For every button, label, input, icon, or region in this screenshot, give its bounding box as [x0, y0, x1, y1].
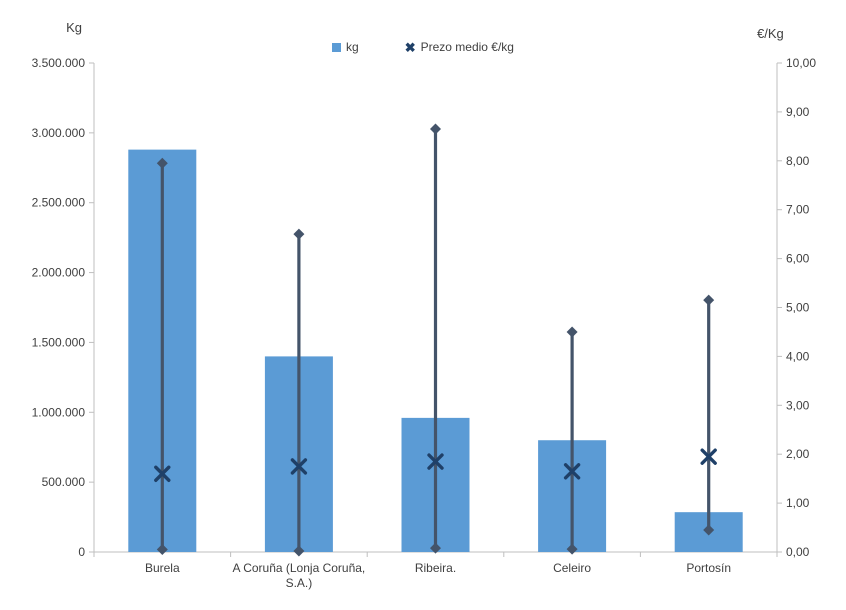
- right-axis-tick-label: 2,00: [786, 447, 810, 461]
- left-axis-title: Kg: [66, 20, 82, 35]
- legend-label-kg: kg: [346, 40, 359, 54]
- right-axis-tick-label: 8,00: [786, 154, 810, 168]
- right-axis-tick-label: 3,00: [786, 398, 810, 412]
- mean-x-marker-5: [700, 448, 717, 465]
- max-diamond-marker-1: [156, 157, 168, 169]
- right-axis-tick-label: 0,00: [786, 545, 810, 559]
- right-axis-tick-label: 1,00: [786, 496, 810, 510]
- category-label-5: Portosín: [686, 561, 731, 575]
- right-axis-title: €/Kg: [757, 26, 784, 41]
- left-axis-tick-label: 3.500.000: [32, 56, 86, 70]
- max-diamond-marker-2: [293, 228, 305, 240]
- legend-label-prezo-medio: Prezo medio €/kg: [420, 40, 514, 54]
- right-axis-tick-label: 9,00: [786, 105, 810, 119]
- right-axis-tick-label: 6,00: [786, 252, 810, 266]
- min-diamond-marker-5: [703, 524, 715, 536]
- right-axis-tick-label: 10,00: [786, 56, 816, 70]
- left-axis-tick-label: 0: [78, 545, 85, 559]
- category-label-1: Burela: [145, 561, 180, 575]
- max-diamond-marker-4: [566, 326, 578, 338]
- left-axis-tick-label: 1.000.000: [32, 405, 86, 419]
- category-label-2: A Coruña (Lonja Coruña, S.A.): [233, 561, 366, 590]
- right-axis-tick-label: 7,00: [786, 203, 810, 217]
- left-axis-tick-label: 2.000.000: [32, 266, 86, 280]
- mean-x-marker-3: [427, 453, 444, 470]
- right-axis-tick-label: 5,00: [786, 301, 810, 315]
- mean-x-marker-1: [154, 465, 171, 482]
- legend-item-prezo-medio: ✖ Prezo medio €/kg: [405, 40, 514, 54]
- x-marker-icon: ✖: [404, 39, 416, 55]
- left-axis-tick-label: 3.000.000: [32, 126, 86, 140]
- left-axis-tick-label: 2.500.000: [32, 196, 86, 210]
- min-diamond-marker-4: [566, 543, 578, 555]
- right-axis-tick-label: 4,00: [786, 349, 810, 363]
- legend-item-kg: kg: [332, 40, 359, 54]
- kg-series-swatch-icon: [332, 42, 341, 52]
- mean-x-marker-2: [290, 458, 308, 475]
- left-axis-tick-label: 1.500.000: [32, 335, 86, 349]
- max-diamond-marker-3: [430, 123, 441, 135]
- max-diamond-marker-5: [703, 294, 715, 306]
- legend: kg ✖ Prezo medio €/kg: [0, 38, 846, 56]
- left-axis-tick-label: 500.000: [42, 475, 86, 489]
- mean-x-marker-4: [563, 463, 581, 480]
- category-label-4: Celeiro: [553, 561, 591, 575]
- category-label-3: Ribeira.: [415, 561, 456, 575]
- min-diamond-marker-3: [430, 542, 441, 554]
- min-diamond-marker-2: [293, 545, 305, 557]
- min-diamond-marker-1: [156, 544, 168, 556]
